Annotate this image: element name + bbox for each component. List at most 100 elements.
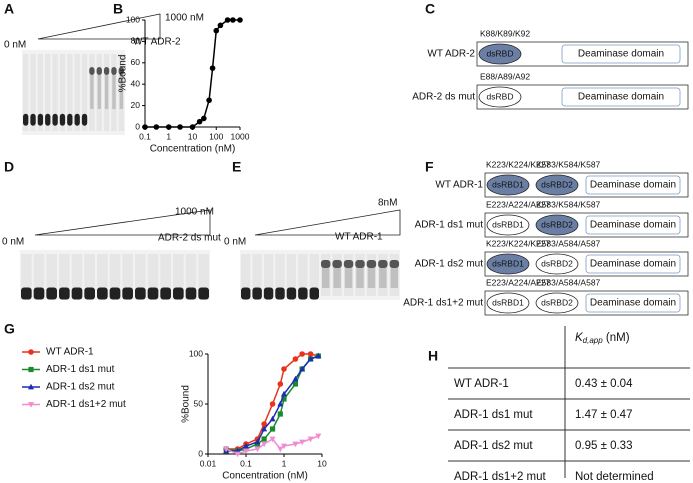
- gel-lane: [37, 54, 44, 131]
- y-tick-label: 20: [131, 100, 141, 110]
- protein-label: ADR-2 ds mut: [158, 233, 221, 244]
- residue-label: K88/K89/K92: [480, 28, 530, 38]
- dsrbd-domain: [535, 174, 579, 196]
- y-tick-label: 100: [126, 14, 140, 24]
- panel-label: F: [425, 159, 434, 175]
- gel-lane: [74, 54, 80, 131]
- gel-lane: [33, 254, 45, 296]
- gel-band: [21, 287, 32, 300]
- data-point: [281, 366, 287, 372]
- data-point: [165, 124, 172, 130]
- gel-band: [103, 67, 110, 75]
- gel-lane: [45, 54, 51, 131]
- gel-lane: [185, 254, 197, 296]
- domain-label: dsRBD2: [541, 297, 573, 307]
- gel-band: [309, 287, 319, 300]
- data-point: [277, 446, 284, 453]
- gel-lane: [71, 254, 83, 296]
- gel-smear: [97, 75, 101, 109]
- data-point: [269, 426, 276, 432]
- data-point: [234, 451, 241, 458]
- gel-lane: [30, 54, 36, 131]
- data-point: [315, 352, 322, 359]
- gel-band: [321, 260, 331, 268]
- construct-box: [484, 212, 689, 238]
- domain-label: Deaminase domain: [578, 92, 664, 103]
- x-tick-label: 0.1: [240, 458, 252, 468]
- y-tick-label: 0: [135, 121, 140, 131]
- residue-label: E88/A89/A92: [480, 71, 530, 81]
- domain-label: dsRBD1: [492, 297, 524, 307]
- data-point: [142, 124, 148, 130]
- y-tick-label: 100: [189, 348, 203, 358]
- panel-label: B: [113, 1, 123, 17]
- gel-band: [241, 287, 251, 300]
- data-point: [217, 22, 224, 29]
- table-header: Kd,app (nM): [575, 332, 630, 345]
- end-label: 1000 nM: [175, 207, 214, 218]
- gel-smear: [390, 268, 398, 288]
- residue-label: K583/K584/K587: [536, 199, 601, 209]
- gel-lane: [286, 254, 297, 296]
- end-label: 1000 nM: [165, 13, 204, 24]
- domain-label: dsRBD: [487, 48, 514, 58]
- residue-label: E223/A224/A227: [486, 199, 551, 209]
- gel-band: [298, 287, 308, 300]
- data-point: [243, 442, 249, 449]
- data-point: [307, 436, 314, 443]
- data-point: [224, 17, 231, 23]
- gel-lane: [309, 254, 319, 296]
- gel-smear: [90, 75, 94, 109]
- gel-smear: [367, 268, 376, 288]
- gel-lane: [122, 254, 133, 296]
- gel-band: [111, 67, 117, 75]
- gel-lane: [59, 254, 70, 296]
- gel-band: [198, 287, 209, 300]
- construct-name: ADR-1 ds2 mut: [415, 259, 484, 270]
- row-name: ADR-1 ds2 mut: [454, 440, 533, 452]
- domain-label: dsRBD: [487, 91, 514, 101]
- data-point: [269, 436, 276, 443]
- gel-lane: [135, 254, 146, 296]
- gel-band: [160, 287, 171, 300]
- data-point: [177, 124, 183, 130]
- gel-band: [122, 287, 133, 300]
- gel-band: [67, 113, 73, 126]
- data-point: [213, 27, 220, 34]
- residue-label: K223/K224/K227: [486, 238, 551, 248]
- construct-name: WT ADR-2: [427, 49, 475, 60]
- domain-label: dsRBD2: [541, 258, 573, 268]
- gel-smear: [344, 268, 353, 288]
- gel-band: [45, 113, 51, 126]
- data-point: [261, 441, 268, 448]
- data-point: [243, 448, 249, 455]
- data-point: [277, 400, 284, 407]
- y-tick-label: 0: [198, 448, 203, 458]
- x-tick-label: 10: [317, 458, 327, 468]
- x-tick-label: 1: [166, 131, 171, 141]
- construct-name: ADR-1 ds1 mut: [415, 220, 484, 231]
- data-point: [196, 118, 203, 125]
- data-point: [230, 17, 236, 23]
- gel-band: [97, 287, 108, 300]
- data-point: [261, 425, 268, 432]
- data-point: [261, 436, 267, 442]
- data-point: [209, 65, 216, 71]
- deaminase-box: [561, 44, 681, 64]
- gel-band: [30, 113, 36, 126]
- data-point: [281, 396, 287, 402]
- concentration-wedge: [254, 209, 401, 236]
- data-point: [223, 446, 230, 453]
- construct-box: [484, 172, 689, 198]
- gel-band: [366, 260, 377, 268]
- gel-smear: [356, 268, 364, 288]
- deaminase-box: [585, 215, 681, 235]
- dsrbd-domain: [486, 253, 530, 275]
- row-value: 0.95 ± 0.33: [575, 440, 632, 452]
- row-name: WT ADR-1: [454, 378, 509, 390]
- data-point: [292, 356, 299, 362]
- panel-label: D: [4, 159, 14, 175]
- gel-band: [89, 67, 95, 75]
- dsrbd-domain: [478, 86, 522, 108]
